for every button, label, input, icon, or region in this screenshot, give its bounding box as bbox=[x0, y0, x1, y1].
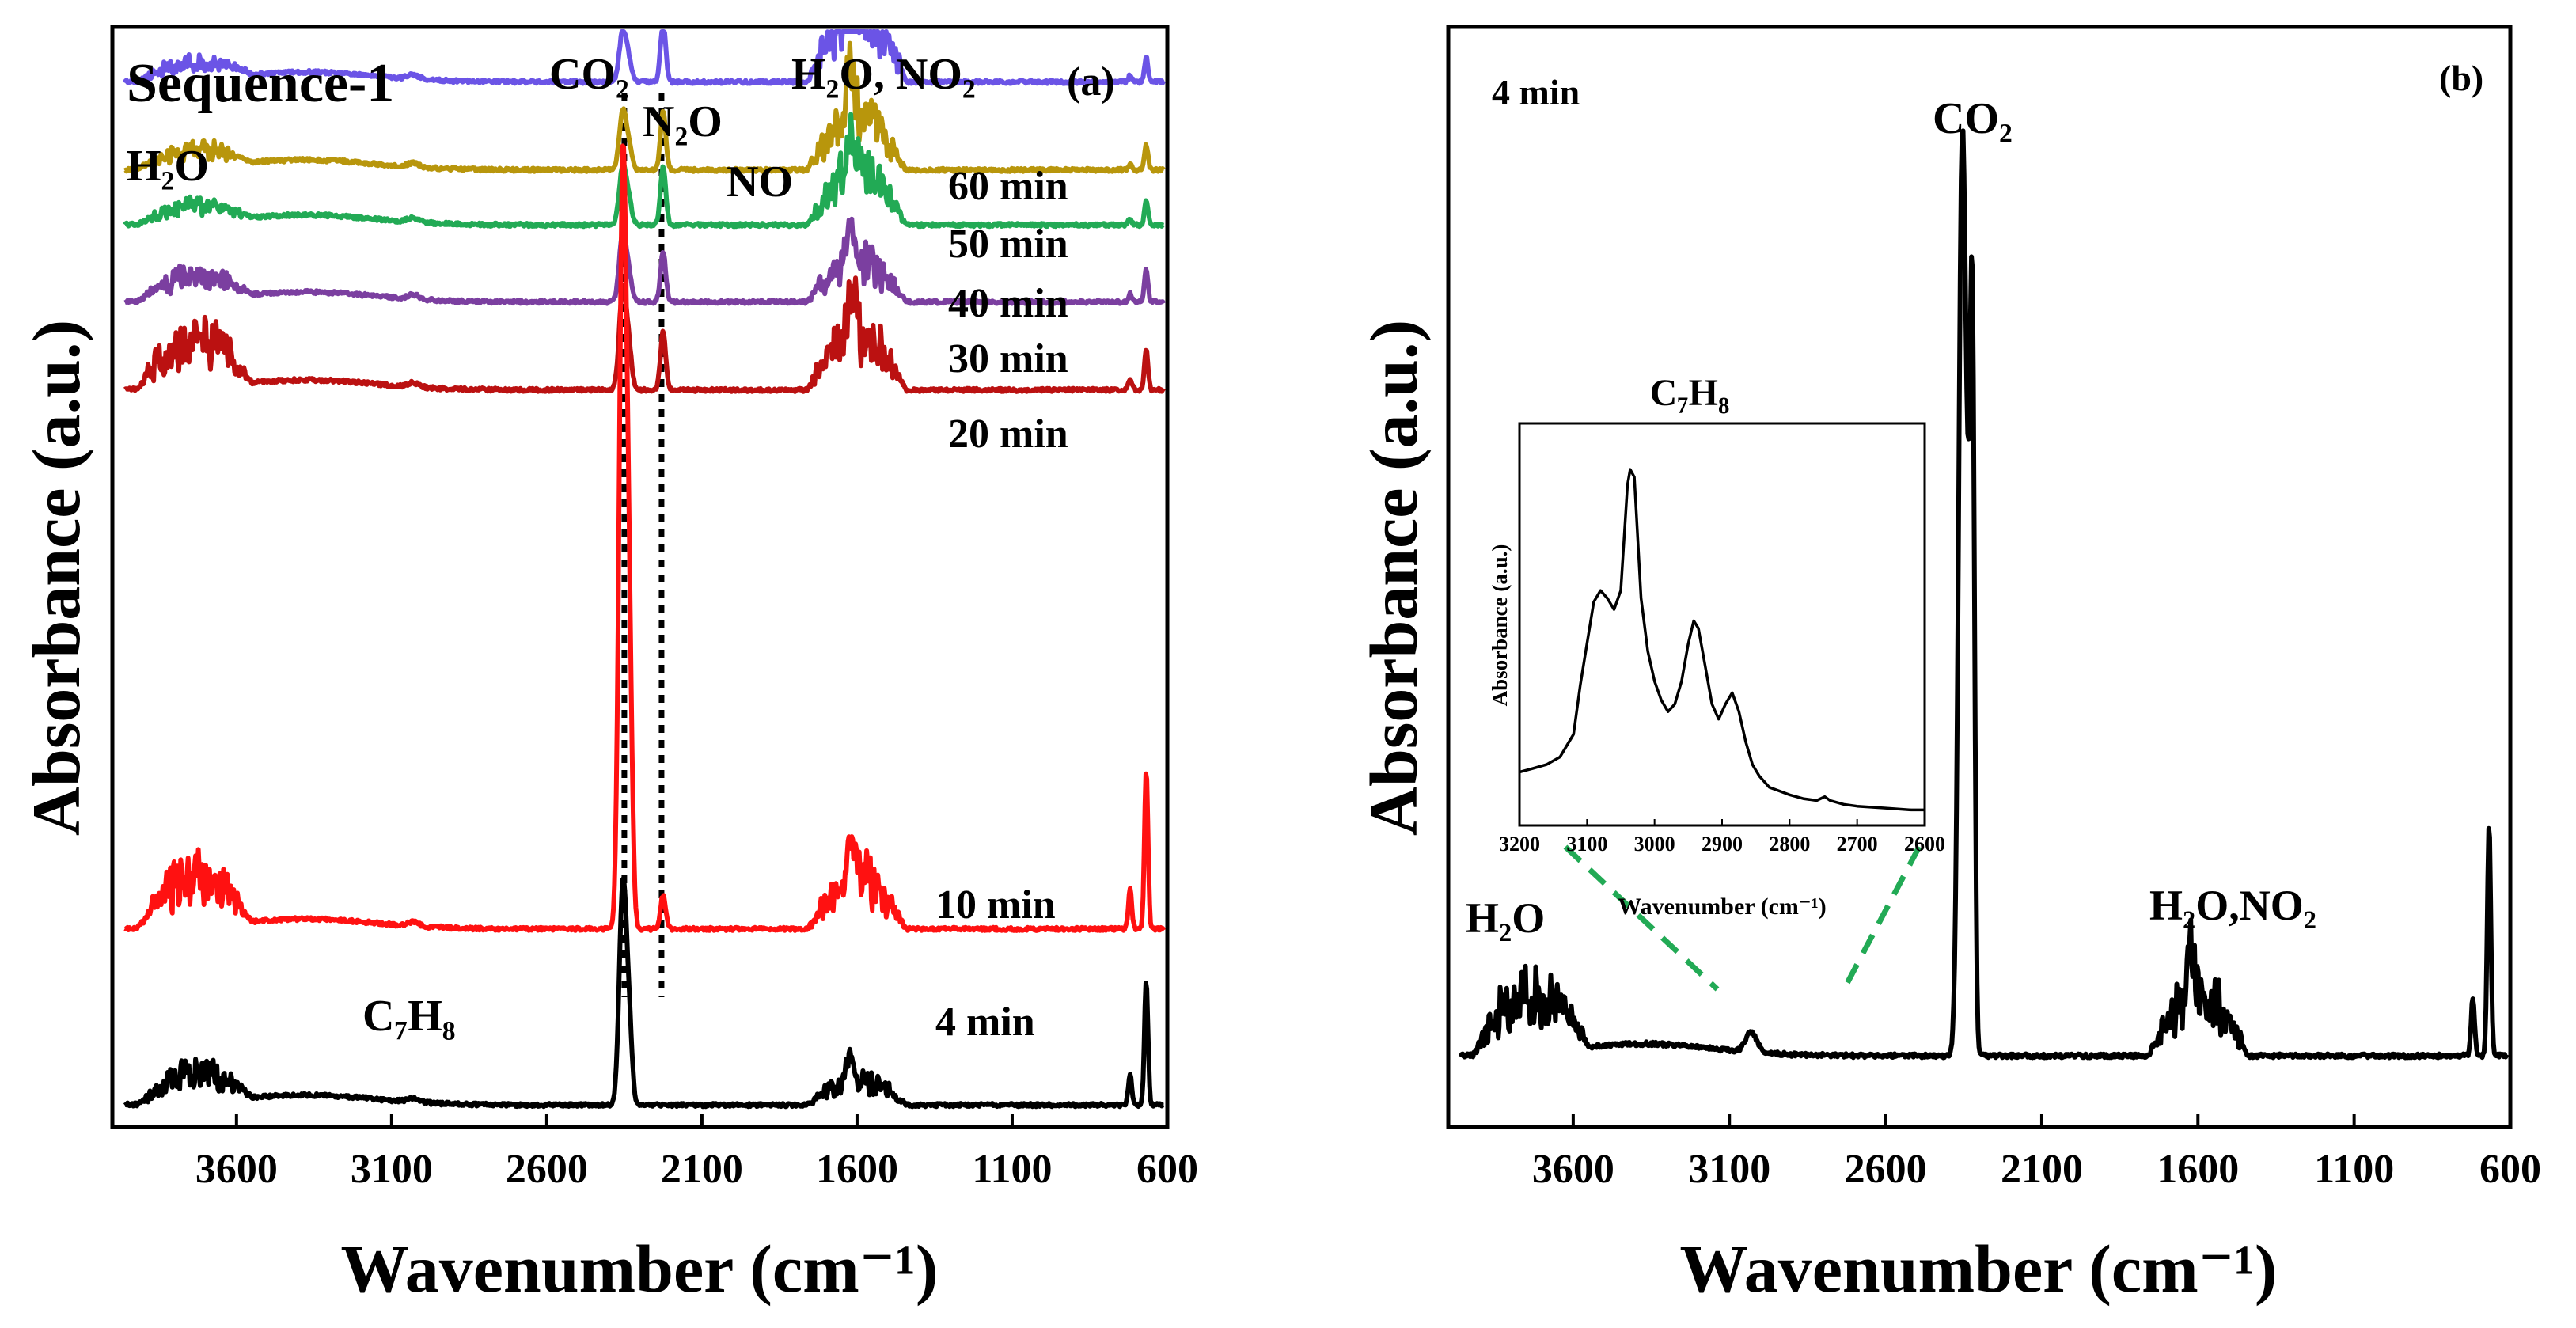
series-line-50min bbox=[123, 40, 1166, 174]
panel-a-frame bbox=[110, 25, 1170, 1129]
panel-a-series bbox=[122, 29, 1167, 1110]
peak-label-co2: CO₂ bbox=[549, 50, 629, 99]
panel-b-x-axis-label: Wavenumber (cm⁻¹) bbox=[1679, 1231, 2277, 1307]
series-label-60min: 60 min bbox=[948, 164, 1068, 209]
inset-x-tick-label-2800: 2800 bbox=[1769, 833, 1810, 856]
x-tick-label-3100: 3100 bbox=[1688, 1147, 1770, 1192]
x-tick-label-1100: 1100 bbox=[972, 1147, 1052, 1192]
inset-x-tick-label-3100: 3100 bbox=[1566, 833, 1607, 856]
x-tick-label-2100: 2100 bbox=[661, 1147, 743, 1192]
series-line-10min bbox=[123, 143, 1167, 933]
panel-b-title: 4 min bbox=[1492, 72, 1580, 112]
inset-x-axis: 3200 3100 3000 2900 2800 2700 2600 bbox=[1499, 819, 1945, 856]
peak-label-h2o: H₂O bbox=[127, 142, 209, 191]
series-line-40min bbox=[123, 112, 1166, 230]
peak-label-n2o: N₂O bbox=[643, 97, 723, 146]
inset-x-tick-label-2700: 2700 bbox=[1837, 833, 1878, 856]
x-tick-label-1600: 1600 bbox=[816, 1147, 898, 1192]
panel-a-x-axis-label: Wavenumber (cm⁻¹) bbox=[340, 1231, 938, 1307]
panel-b-x-axis: 3600 3100 2600 2100 1600 1100 600 bbox=[1532, 1114, 2541, 1192]
inset-x-tick-label-3200: 3200 bbox=[1499, 833, 1540, 856]
x-tick-label-1600: 1600 bbox=[2157, 1147, 2239, 1192]
panel-b-y-axis-label: Absorbance (a.u.) bbox=[1356, 320, 1432, 836]
inset-zoom-line-right bbox=[1841, 845, 1922, 991]
inset-y-axis-label: Absorbance (a.u.) bbox=[1488, 544, 1512, 707]
inset-zoom-line-left bbox=[1563, 844, 1720, 992]
peak-label-co2-b: CO₂ bbox=[1933, 94, 2013, 143]
series-label-50min: 50 min bbox=[948, 222, 1068, 267]
panel-b-series bbox=[1459, 128, 2510, 1061]
inset-frame bbox=[1518, 422, 1926, 827]
x-tick-label-600: 600 bbox=[1136, 1147, 1198, 1192]
x-tick-label-3600: 3600 bbox=[195, 1147, 278, 1192]
x-tick-label-3100: 3100 bbox=[351, 1147, 433, 1192]
panel-a-x-axis: 3600 3100 2600 2100 1600 1100 600 bbox=[195, 1114, 1198, 1192]
x-tick-label-1100: 1100 bbox=[2314, 1147, 2394, 1192]
x-tick-label-2100: 2100 bbox=[2001, 1147, 2083, 1192]
x-tick-label-600: 600 bbox=[2479, 1147, 2541, 1192]
peak-label-h2o-no2: H₂O, NO₂ bbox=[791, 50, 976, 99]
c7h8-inset: 3200 3100 3000 2900 2800 2700 2600 C₇H₈ Wavenu… bbox=[1488, 372, 1945, 920]
x-tick-label-3600: 3600 bbox=[1532, 1147, 1614, 1192]
series-line-4min bbox=[1459, 128, 2510, 1061]
inset-x-axis-label: Wavenumber (cm⁻¹) bbox=[1618, 894, 1826, 920]
series-label-10min: 10 min bbox=[935, 882, 1056, 928]
series-label-40min: 40 min bbox=[948, 281, 1068, 326]
inset-series-line bbox=[1519, 468, 1925, 812]
peak-label-h2o-no2-b: H₂O,NO₂ bbox=[2149, 882, 2316, 929]
series-line-20min bbox=[123, 275, 1166, 394]
panel-b-frame bbox=[1446, 25, 2513, 1129]
panel-b-tag: (b) bbox=[2439, 58, 2483, 98]
peak-label-no: NO bbox=[727, 157, 793, 207]
panel-b: 3600 3100 2600 2100 1600 1100 600 4 min (b) CO… bbox=[1356, 25, 2541, 1307]
inset-title: C₇H₈ bbox=[1650, 372, 1730, 414]
series-label-30min: 30 min bbox=[948, 336, 1068, 381]
inset-x-tick-label-2900: 2900 bbox=[1702, 833, 1743, 856]
panel-a-tag: (a) bbox=[1067, 59, 1115, 104]
peak-label-c7h8: C₇H₈ bbox=[362, 992, 456, 1041]
series-label-4min: 4 min bbox=[935, 1000, 1035, 1045]
inset-x-tick-label-2600: 2600 bbox=[1904, 833, 1945, 856]
series-line-4min bbox=[123, 875, 1166, 1110]
inset-series bbox=[1519, 468, 1925, 812]
inset-x-tick-label-3000: 3000 bbox=[1634, 833, 1675, 856]
panel-a-title: Sequence-1 bbox=[127, 53, 394, 114]
series-line-30min bbox=[123, 216, 1166, 306]
panel-a: 3600 3100 2600 2100 1600 1100 600 Sequence-1 (… bbox=[18, 25, 1198, 1307]
x-tick-label-2600: 2600 bbox=[506, 1147, 588, 1192]
peak-label-h2o-b: H₂O bbox=[1466, 894, 1545, 942]
panel-a-y-axis-label: Absorbance (a.u.) bbox=[18, 320, 94, 836]
x-tick-label-2600: 2600 bbox=[1845, 1147, 1927, 1192]
series-label-20min: 20 min bbox=[948, 412, 1068, 457]
series-line-60min bbox=[122, 29, 1167, 86]
